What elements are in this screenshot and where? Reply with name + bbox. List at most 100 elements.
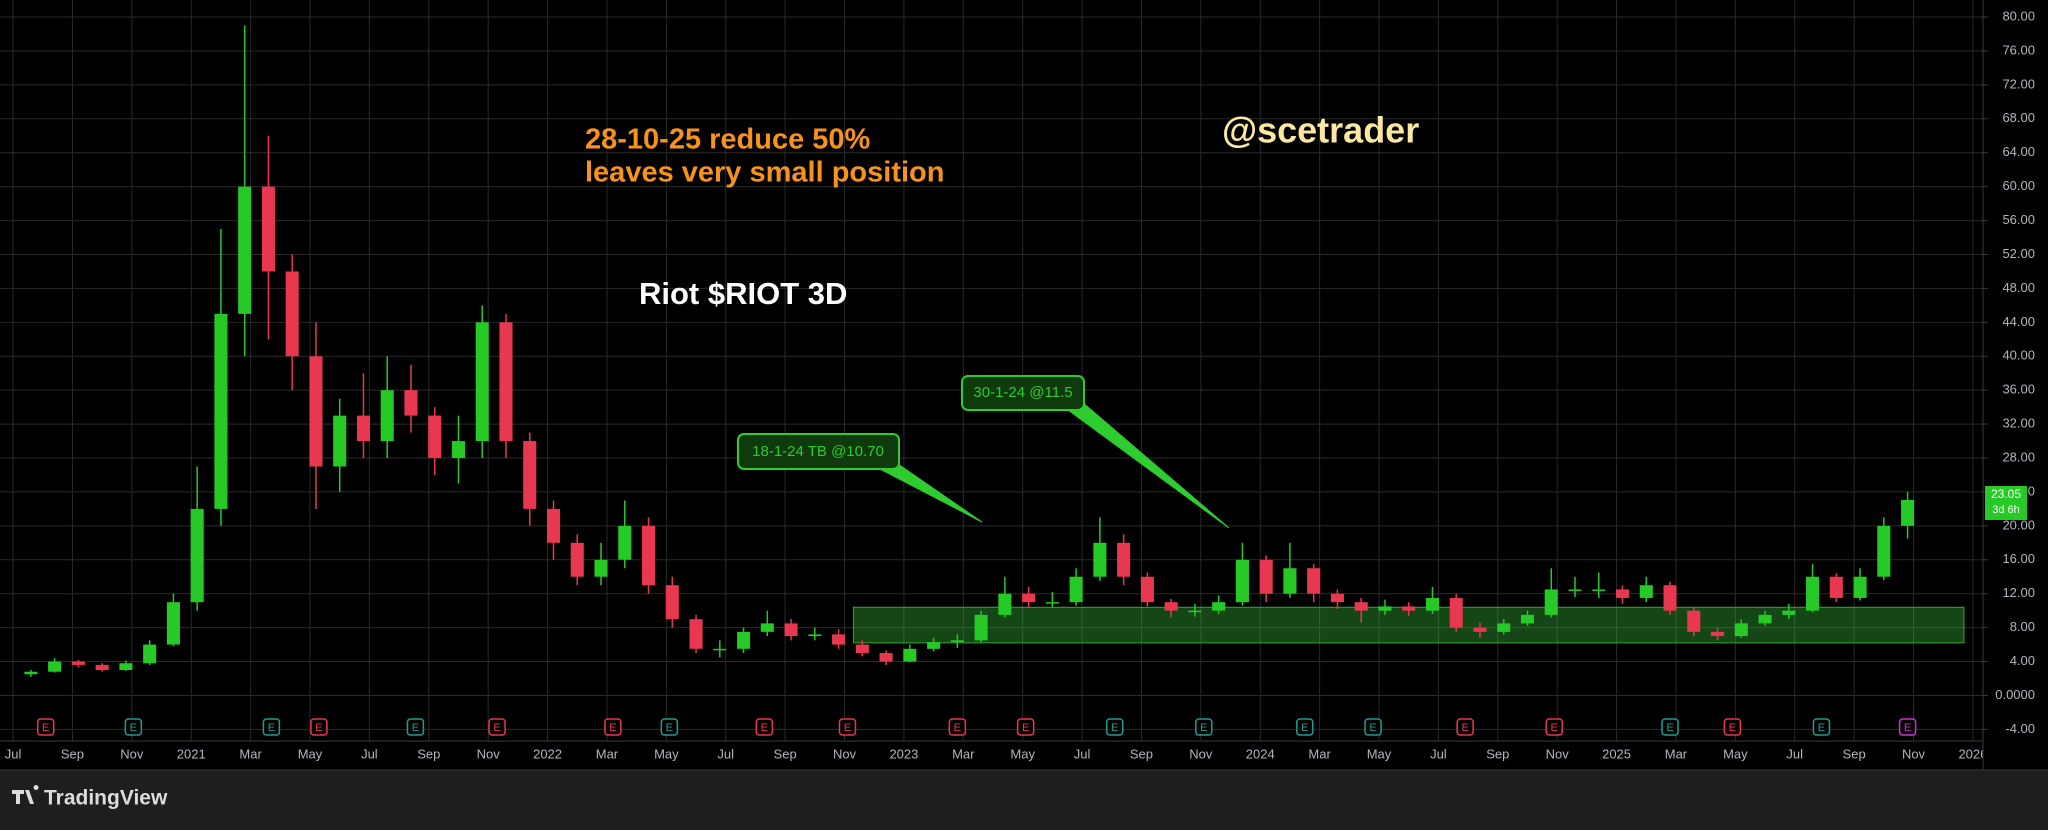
y-tick-label: 0.0000 — [1995, 687, 2035, 702]
earnings-label: E — [954, 722, 961, 734]
earnings-label: E — [493, 722, 500, 734]
candle-body — [808, 634, 822, 637]
candle-body — [1164, 602, 1178, 611]
annotation: leaves very small position — [585, 157, 944, 189]
chart-title: Riot $RIOT 3D — [639, 276, 847, 311]
x-tick-label: Sep — [417, 746, 440, 761]
annotation: 28-10-25 reduce 50% — [585, 124, 871, 156]
x-tick-label: Jul — [361, 746, 378, 761]
candle-body — [1568, 589, 1582, 591]
candle-body — [1354, 602, 1368, 611]
earnings-marker — [838, 718, 857, 736]
earnings-label: E — [1551, 722, 1558, 734]
x-axis: Jul Sep Nov 2021 Mar May Jul Sep Nov 2022 Mar May Ju… — [5, 746, 1987, 761]
x-tick-label: Nov — [1546, 746, 1570, 761]
candle-body — [1140, 576, 1154, 603]
candle-body — [451, 441, 466, 459]
x-tick-label: 2025 — [1602, 746, 1631, 761]
candle-body — [1093, 542, 1107, 577]
earnings-marker — [310, 718, 328, 736]
earnings-label: E — [761, 722, 768, 734]
candle-body — [1117, 542, 1131, 577]
y-tick-label: 56.00 — [2002, 212, 2035, 227]
earnings-marker — [1545, 718, 1563, 736]
x-tick-label: Sep — [1486, 746, 1509, 761]
candle-body — [903, 648, 917, 662]
earnings-label: E — [666, 722, 673, 734]
candle-body — [1330, 593, 1344, 603]
candle-body — [238, 186, 252, 314]
brand-name: TradingView — [44, 787, 168, 810]
y-tick-label: 36.00 — [2002, 382, 2035, 397]
x-tick-label: 2022 — [533, 746, 562, 761]
candle-body — [618, 525, 632, 560]
candle-body — [1734, 623, 1748, 637]
y-tick-label: 8.00 — [2010, 619, 2035, 634]
candle-body — [24, 671, 38, 675]
candle-body — [1877, 525, 1891, 577]
candle-body — [71, 661, 85, 665]
earnings-label: E — [609, 722, 616, 734]
candle-body — [1045, 602, 1059, 604]
candle-body — [380, 390, 394, 442]
footer-bar — [0, 770, 2048, 830]
candle-body — [1473, 627, 1487, 632]
watermark: @scetrader — [1222, 110, 1419, 151]
earnings-marker — [1661, 718, 1679, 736]
candle-body — [1212, 602, 1226, 611]
y-tick-label: 76.00 — [2002, 42, 2035, 57]
earnings-marker — [1812, 718, 1831, 736]
earnings-label: E — [1461, 722, 1468, 734]
candle-body — [1188, 610, 1202, 613]
candle-body — [1402, 606, 1416, 611]
candle-body — [404, 390, 418, 416]
earnings-marker — [604, 718, 622, 736]
x-tick-label: Nov — [833, 746, 857, 761]
earnings-marker — [262, 718, 281, 736]
x-tick-label: Jul — [1074, 746, 1091, 761]
earnings-label: E — [42, 722, 49, 734]
y-tick-label: 32.00 — [2002, 416, 2035, 431]
candle-body — [974, 614, 988, 641]
y-tick-label: 48.00 — [2002, 280, 2035, 295]
earnings-marker — [1195, 718, 1213, 736]
candle-body — [1829, 576, 1843, 598]
x-tick-label: 2026 — [1958, 746, 1987, 761]
y-tick-label: 60.00 — [2002, 178, 2035, 193]
earnings-marker — [1016, 718, 1035, 736]
last-price-box — [1985, 485, 2027, 520]
y-tick-label: 80.00 — [2002, 8, 2035, 23]
earnings-marker — [1296, 718, 1314, 736]
earnings-label: E — [268, 722, 275, 734]
candle-body — [927, 642, 941, 649]
candle-body — [1592, 589, 1606, 591]
candle-body — [309, 356, 323, 467]
y-tick-label: 52.00 — [2002, 246, 2035, 261]
earnings-marker — [124, 718, 143, 736]
earnings-label: E — [130, 722, 137, 734]
candle-body — [95, 664, 109, 671]
candle-body — [48, 661, 62, 672]
x-tick-label: Sep — [61, 746, 84, 761]
candle-body — [855, 644, 869, 654]
candle-body — [737, 631, 751, 649]
earnings-marker — [948, 718, 967, 736]
earnings-label: E — [1369, 722, 1376, 734]
candle-body — [190, 508, 204, 603]
candle-body — [594, 559, 608, 577]
earnings-marker — [755, 718, 774, 736]
callout-box — [737, 433, 900, 470]
y-axis: 80.00 76.00 72.00 68.00 64.00 60.00 56.00 52.00… — [1983, 8, 2035, 736]
candle-body — [784, 623, 798, 637]
candle-body — [1687, 610, 1701, 632]
candle-body — [166, 602, 180, 645]
earnings-label: E — [315, 722, 322, 734]
callout-box — [961, 375, 1085, 411]
earnings-label: E — [1022, 722, 1029, 734]
x-tick-label: Mar — [952, 746, 975, 761]
x-tick-label: Jul — [1430, 746, 1447, 761]
earnings-label: E — [1301, 722, 1308, 734]
candle-body — [1378, 606, 1392, 611]
